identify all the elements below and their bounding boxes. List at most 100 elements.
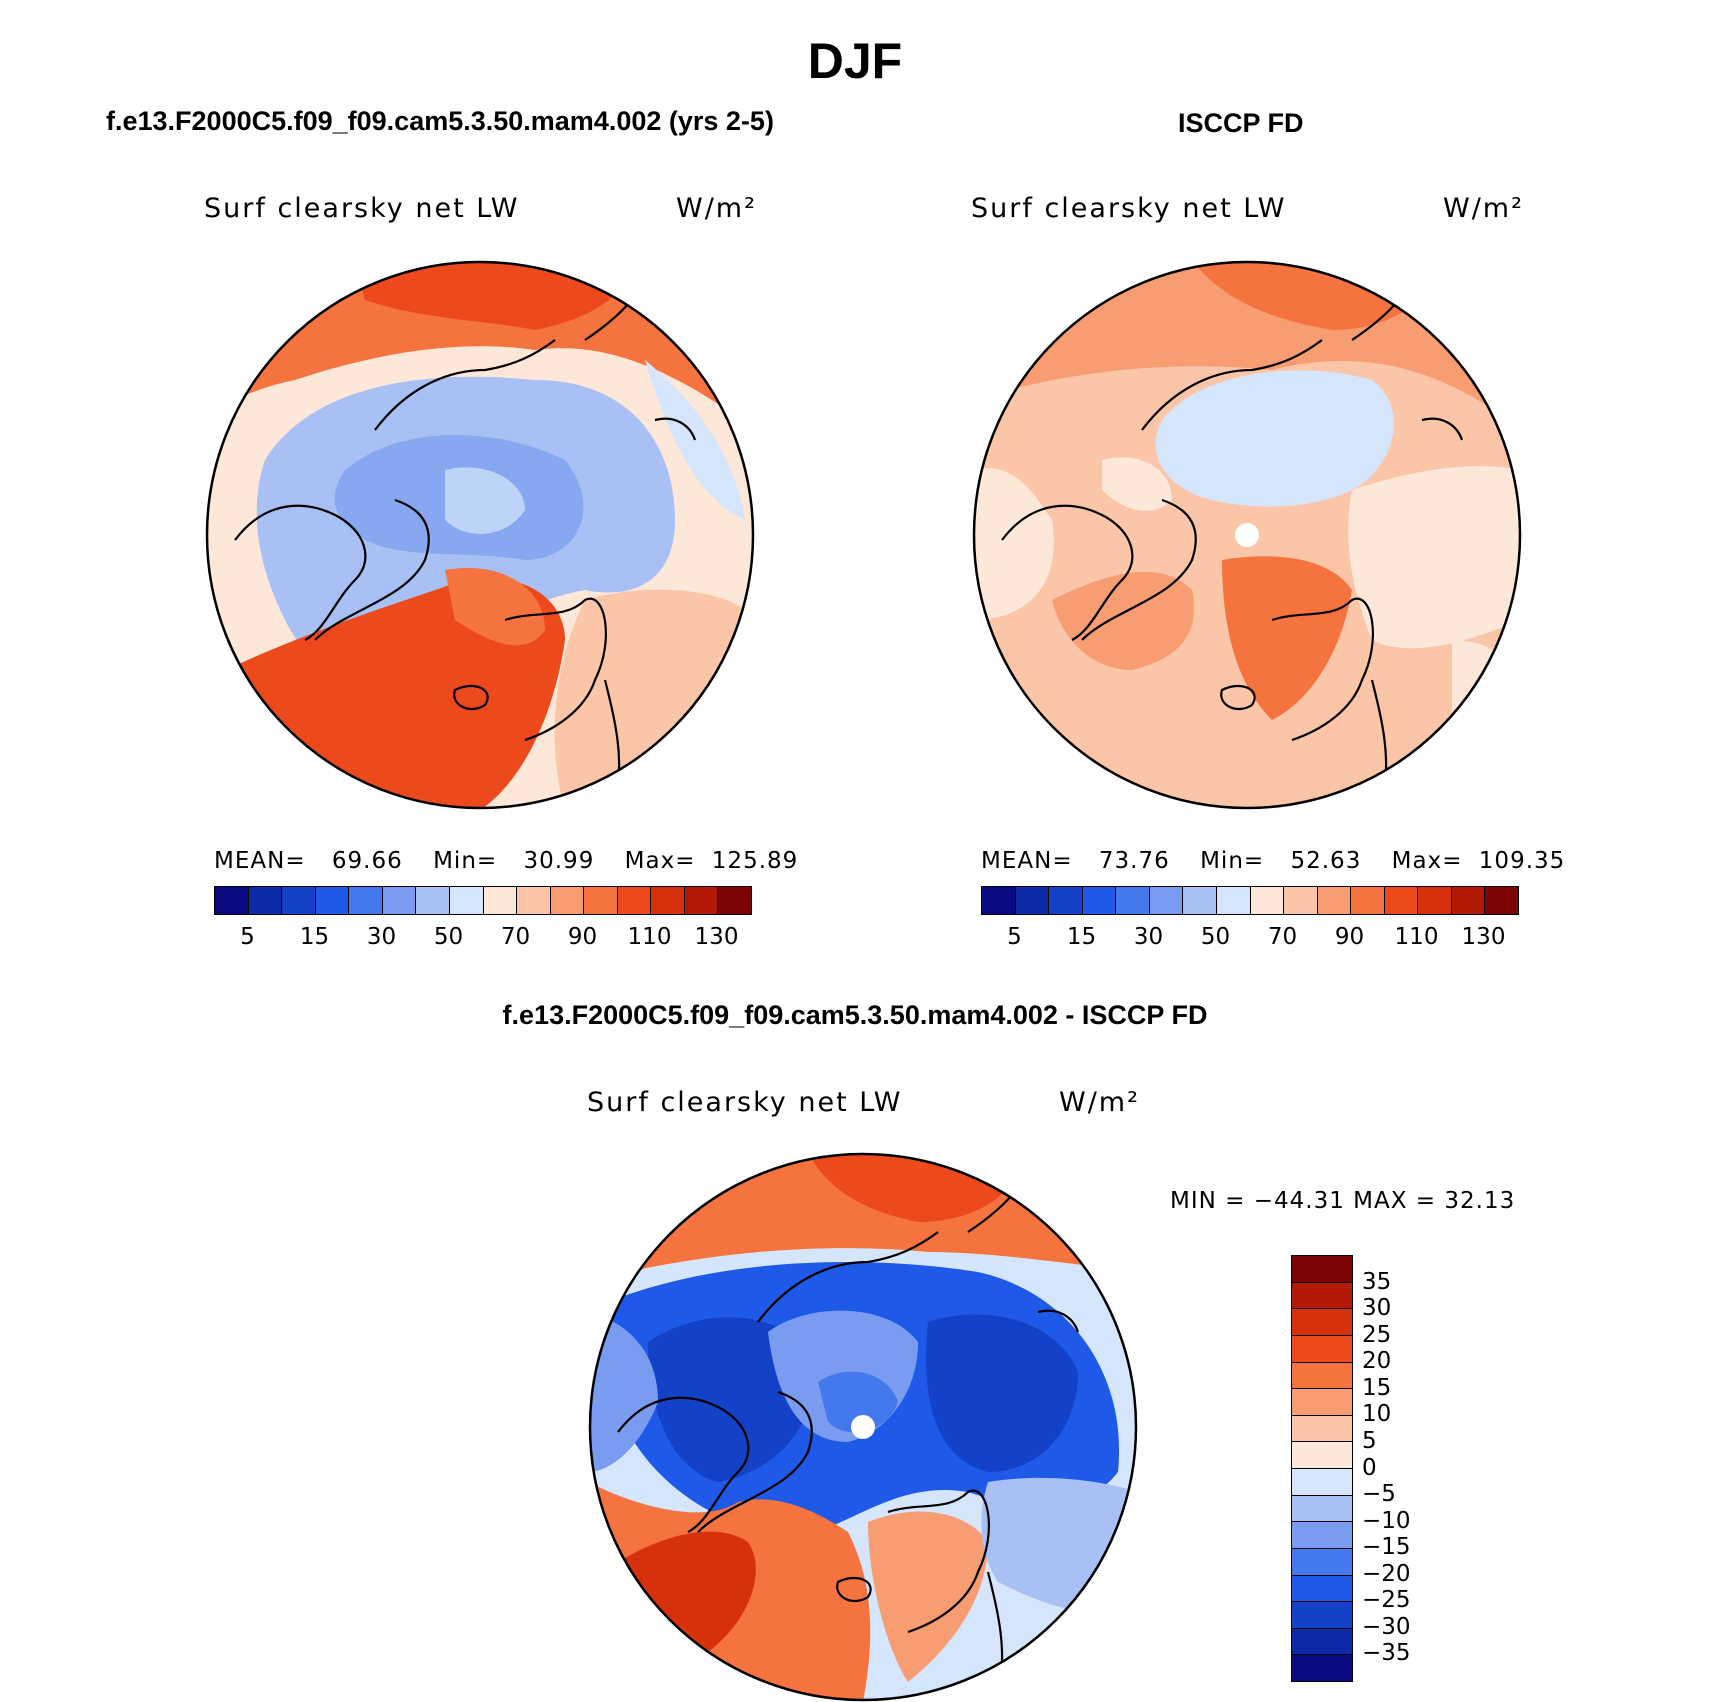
colorbar-tick-label: −5 bbox=[1362, 1481, 1396, 1508]
colorbar-tick-label: 35 bbox=[1362, 1268, 1392, 1295]
colorbar-tick-label: 70 bbox=[500, 924, 531, 950]
colorbar-tick-label: 15 bbox=[1362, 1374, 1392, 1401]
colorbar-tick-label: 20 bbox=[1362, 1348, 1392, 1375]
colorbar-swatch bbox=[684, 887, 719, 914]
colorbar-tick-label: −10 bbox=[1362, 1507, 1411, 1534]
colorbar-swatch bbox=[718, 887, 751, 914]
colorbar-swatch bbox=[1292, 1548, 1352, 1576]
panel1-colorbar-ticks: 5 15 30 50 70 90 110 130 bbox=[214, 924, 754, 954]
colorbar-swatch bbox=[1116, 887, 1150, 914]
colorbar-tick-label: 10 bbox=[1362, 1401, 1392, 1428]
figure-title: DJF bbox=[807, 33, 903, 89]
diff-units-label: W/m² bbox=[1059, 1087, 1140, 1118]
colorbar-tick-label: 70 bbox=[1267, 924, 1298, 950]
colorbar-swatch bbox=[1292, 1415, 1352, 1443]
panel1-mean-value: 69.66 bbox=[331, 848, 403, 874]
colorbar-swatch bbox=[1049, 887, 1083, 914]
colorbar-swatch bbox=[1485, 887, 1518, 914]
colorbar-tick-label: 50 bbox=[433, 924, 464, 950]
colorbar-swatch bbox=[1292, 1282, 1352, 1310]
diff-heading: f.e13.F2000C5.f09_f09.cam5.3.50.mam4.002… bbox=[502, 1000, 1208, 1030]
colorbar-swatch bbox=[1292, 1495, 1352, 1523]
colorbar-tick-label: 30 bbox=[1133, 924, 1164, 950]
diff-minmax: MIN = −44.31 MAX = 32.13 bbox=[1170, 1188, 1516, 1214]
colorbar-swatch bbox=[1451, 887, 1486, 914]
panel2-units-label: W/m² bbox=[1443, 193, 1524, 224]
panel1-max-value: 125.89 bbox=[711, 848, 799, 874]
colorbar-swatch bbox=[248, 887, 283, 914]
colorbar-swatch bbox=[1292, 1469, 1352, 1496]
colorbar-tick-label: 130 bbox=[694, 924, 739, 950]
colorbar-swatch bbox=[982, 887, 1016, 914]
panel1-units-label: W/m² bbox=[676, 193, 757, 224]
colorbar-tick-label: 15 bbox=[1066, 924, 1097, 950]
colorbar-tick-label: 0 bbox=[1362, 1454, 1377, 1481]
colorbar-swatch bbox=[1292, 1309, 1352, 1336]
diff-polar-map bbox=[588, 1152, 1138, 1702]
colorbar-tick-label: 110 bbox=[627, 924, 672, 950]
colorbar-swatch bbox=[1082, 887, 1117, 914]
colorbar-swatch bbox=[1183, 887, 1217, 914]
panel2-mean-value: 73.76 bbox=[1098, 848, 1170, 874]
panel2-heading: ISCCP FD bbox=[1178, 108, 1304, 138]
panel1-mean-label: MEAN= bbox=[214, 848, 306, 874]
colorbar-swatch bbox=[382, 887, 417, 914]
colorbar-tick-label: 15 bbox=[299, 924, 330, 950]
colorbar-swatch bbox=[1250, 887, 1285, 914]
colorbar-tick-label: −15 bbox=[1362, 1534, 1411, 1561]
panel1-max-label: Max= bbox=[624, 848, 696, 874]
panel2-colorbar-ticks: 5 15 30 50 70 90 110 130 bbox=[981, 924, 1521, 954]
colorbar-swatch bbox=[1292, 1389, 1352, 1416]
colorbar-swatch bbox=[1351, 887, 1385, 914]
panel1-variable-label: Surf clearsky net LW bbox=[204, 193, 520, 224]
colorbar-swatch bbox=[651, 887, 685, 914]
colorbar-swatch bbox=[1317, 887, 1352, 914]
colorbar-tick-label: 5 bbox=[240, 924, 255, 950]
colorbar-swatch bbox=[1292, 1442, 1352, 1469]
colorbar-swatch bbox=[349, 887, 383, 914]
colorbar-swatch bbox=[550, 887, 585, 914]
panel1-polar-map bbox=[205, 260, 755, 810]
colorbar-swatch bbox=[1216, 887, 1251, 914]
colorbar-swatch bbox=[1015, 887, 1050, 914]
colorbar-tick-label: −30 bbox=[1362, 1613, 1411, 1640]
diff-colorbar bbox=[1291, 1255, 1353, 1682]
panel2-stats: MEAN= 73.76 Min= 52.63 Max= 109.35 bbox=[981, 848, 1565, 874]
colorbar-swatch bbox=[1292, 1628, 1352, 1656]
colorbar-swatch bbox=[1384, 887, 1419, 914]
colorbar-swatch bbox=[584, 887, 618, 914]
colorbar-swatch bbox=[1292, 1522, 1352, 1549]
colorbar-swatch bbox=[282, 887, 316, 914]
colorbar-tick-label: 25 bbox=[1362, 1321, 1392, 1348]
colorbar-swatch bbox=[617, 887, 652, 914]
panel2-polar-map bbox=[972, 260, 1522, 810]
colorbar-tick-label: 5 bbox=[1007, 924, 1022, 950]
panel1-stats: MEAN= 69.66 Min= 30.99 Max= 125.89 bbox=[214, 848, 798, 874]
panel1-colorbar bbox=[214, 886, 752, 915]
panel1-heading: f.e13.F2000C5.f09_f09.cam5.3.50.mam4.002… bbox=[106, 106, 774, 136]
colorbar-tick-label: −25 bbox=[1362, 1587, 1411, 1614]
colorbar-swatch bbox=[1292, 1575, 1352, 1603]
panel2-colorbar bbox=[981, 886, 1519, 915]
colorbar-tick-label: −20 bbox=[1362, 1560, 1411, 1587]
colorbar-swatch bbox=[1292, 1602, 1352, 1629]
colorbar-swatch bbox=[449, 887, 484, 914]
panel1-min-label: Min= bbox=[433, 848, 498, 874]
colorbar-tick-label: −35 bbox=[1362, 1640, 1411, 1667]
colorbar-tick-label: 90 bbox=[1334, 924, 1365, 950]
colorbar-swatch bbox=[1292, 1362, 1352, 1390]
colorbar-swatch bbox=[215, 887, 249, 914]
panel2-max-label: Max= bbox=[1391, 848, 1463, 874]
colorbar-tick-label: 110 bbox=[1394, 924, 1439, 950]
diff-colorbar-ticks: 35 30 25 20 15 10 5 0 −5 −10 −15 −20 −25 −30 −35 bbox=[1362, 1255, 1462, 1680]
panel2-min-value: 52.63 bbox=[1290, 848, 1362, 874]
colorbar-swatch bbox=[315, 887, 350, 914]
colorbar-swatch bbox=[1284, 887, 1318, 914]
panel2-max-value: 109.35 bbox=[1478, 848, 1566, 874]
colorbar-swatch bbox=[1418, 887, 1452, 914]
colorbar-swatch bbox=[1292, 1335, 1352, 1363]
colorbar-swatch bbox=[1149, 887, 1184, 914]
panel2-min-label: Min= bbox=[1200, 848, 1265, 874]
diff-variable-label: Surf clearsky net LW bbox=[587, 1087, 903, 1118]
panel2-variable-label: Surf clearsky net LW bbox=[971, 193, 1287, 224]
